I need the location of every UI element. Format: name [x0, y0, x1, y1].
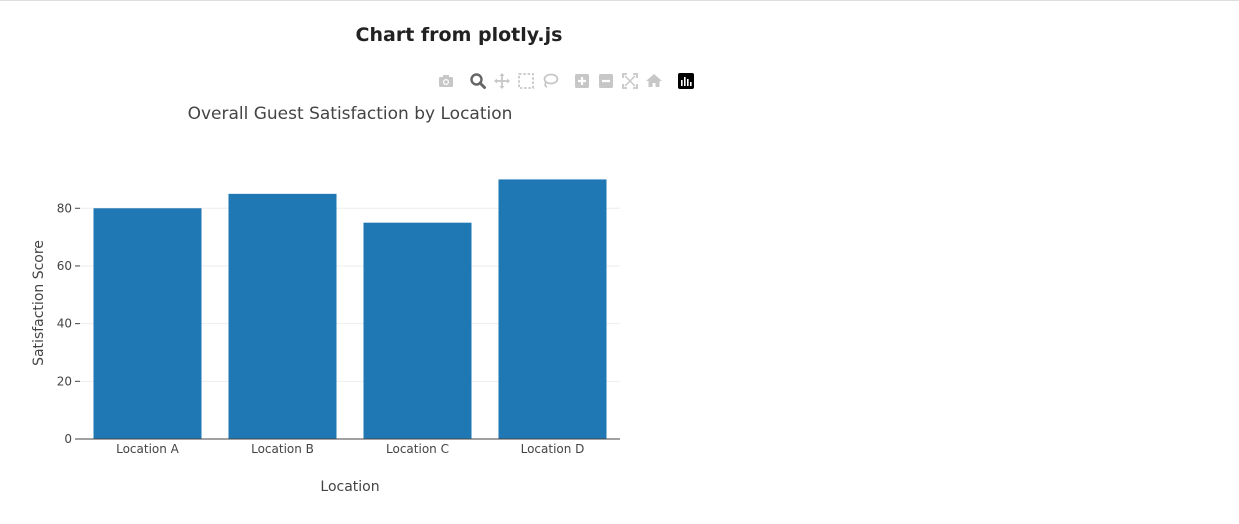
box-select-icon[interactable] — [516, 71, 536, 91]
axes: 0 20 40 60 80 Location A Location B Location C L… — [57, 201, 620, 456]
page-title: Chart from plotly.js — [355, 24, 563, 46]
bar-location-b[interactable] — [228, 193, 337, 439]
y-tick-label: 0 — [64, 432, 72, 446]
zoom-out-icon[interactable] — [596, 71, 616, 91]
autoscale-icon[interactable] — [620, 71, 640, 91]
bar-location-a[interactable] — [93, 208, 202, 439]
bar-chart[interactable]: Overall Guest Satisfaction by Location 0… — [0, 95, 700, 515]
chart-title: Overall Guest Satisfaction by Location — [188, 104, 513, 124]
x-axis-title: Location — [320, 479, 379, 495]
plotly-logo-icon[interactable] — [676, 71, 696, 91]
pan-icon[interactable] — [492, 71, 512, 91]
zoom-icon[interactable] — [468, 71, 488, 91]
bar-location-c[interactable] — [363, 222, 472, 439]
y-axis-title: Satisfaction Score — [31, 240, 47, 366]
lasso-select-icon[interactable] — [540, 71, 560, 91]
x-tick-label: Location A — [116, 442, 180, 456]
top-border — [0, 0, 1239, 1]
y-tick-label: 80 — [57, 201, 72, 215]
y-tick-label: 40 — [57, 317, 72, 331]
zoom-in-icon[interactable] — [572, 71, 592, 91]
x-tick-label: Location D — [521, 442, 585, 456]
y-tick-label: 20 — [57, 374, 72, 388]
bars[interactable] — [93, 179, 607, 439]
camera-icon[interactable] — [436, 71, 456, 91]
x-tick-label: Location C — [386, 442, 449, 456]
reset-axes-icon[interactable] — [644, 71, 664, 91]
y-tick-label: 60 — [57, 259, 72, 273]
bar-location-d[interactable] — [498, 179, 607, 439]
x-tick-label: Location B — [251, 442, 314, 456]
